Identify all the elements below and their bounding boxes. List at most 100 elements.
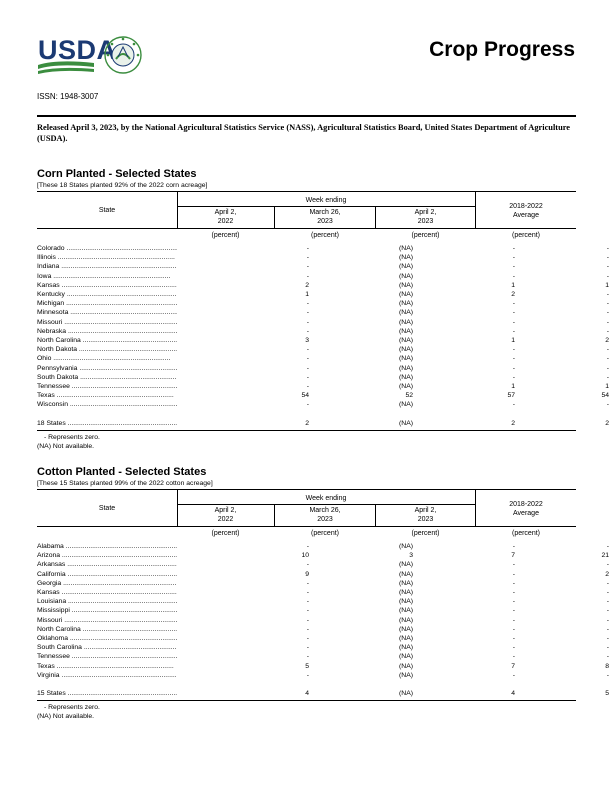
cotton-vline [375, 504, 376, 526]
corn-col-apr2-2023: April 2, [414, 209, 437, 216]
state-label: Alabama [37, 543, 64, 550]
state-label: Tennessee [37, 653, 70, 661]
cell-value: - [306, 607, 309, 615]
cotton-footnote-zero: - Represents zero. [44, 704, 100, 711]
state-label: Arizona [37, 552, 61, 560]
state-name: Oklahoma ...............................… [37, 634, 177, 643]
state-name: Arizona ................................… [37, 551, 177, 560]
leader-dots: ........................................… [65, 570, 177, 578]
cotton-unit: (percent) [411, 530, 440, 537]
cell-value: 1 [605, 383, 609, 390]
cell-value: 1 [605, 281, 609, 289]
state-label: Missouri [37, 318, 63, 326]
cell-value: (NA) [399, 625, 413, 633]
cell-value: - [306, 401, 309, 409]
state-label: Nebraska [37, 327, 67, 335]
cell-value: - [512, 309, 515, 317]
cell-value: 1 [305, 291, 309, 298]
cotton-col-apr2-2022: April 2, [214, 507, 237, 514]
cell-value: - [606, 373, 609, 381]
cell-value: - [606, 543, 609, 550]
cell-value: - [606, 579, 609, 587]
cotton-unit: (percent) [211, 530, 240, 537]
leader-dots: ........................................… [54, 662, 174, 670]
cell-value: (NA) [399, 579, 413, 587]
cotton-col-week-ending: Week ending [305, 495, 347, 502]
state-label: Tennessee [37, 383, 70, 390]
state-name: Pennsylvania ...........................… [37, 364, 177, 373]
state-label: North Dakota [37, 346, 78, 354]
cell-value: - [306, 644, 309, 652]
table-row: Minnesota ..............................… [37, 308, 609, 317]
leader-dots: ........................................… [63, 543, 177, 550]
corn-unit: (percent) [310, 232, 339, 239]
cell-value: 4 [305, 690, 309, 697]
cell-value: - [512, 607, 515, 615]
cell-value: 54 [301, 392, 309, 400]
cell-value: - [606, 561, 609, 569]
cell-value: - [306, 263, 309, 271]
cell-value: - [512, 616, 515, 624]
state-label: Arkansas [37, 561, 66, 569]
state-label: Illinois [37, 254, 56, 262]
cell-value: 2 [305, 420, 309, 427]
table-row: Illinois ...............................… [37, 253, 609, 262]
state-name: North Carolina .........................… [37, 625, 177, 634]
cell-value: - [306, 671, 309, 679]
leader-dots: ........................................… [67, 401, 177, 409]
cell-value: 54 [601, 392, 609, 400]
leader-dots: ........................................… [65, 561, 177, 569]
cell-value: - [606, 245, 609, 252]
leader-dots: ........................................… [66, 598, 177, 606]
cell-value: (NA) [399, 245, 413, 252]
cell-value: (NA) [399, 254, 413, 262]
corn-unit: (percent) [211, 232, 240, 239]
cell-value: 3 [409, 552, 413, 560]
corn-vline [177, 191, 178, 228]
cell-value: 3 [305, 337, 309, 344]
cell-value: (NA) [399, 690, 413, 697]
page-title: Crop Progress [429, 38, 575, 61]
cell-value: - [306, 598, 309, 606]
cotton-col-avg: 2018-2022 [509, 501, 543, 508]
table-row: Arkansas ...............................… [37, 560, 609, 569]
cell-value: - [606, 635, 609, 642]
state-name: Alabama ................................… [37, 542, 177, 551]
leader-dots: ........................................… [78, 346, 177, 354]
corn-footnote-zero: - Represents zero. [44, 434, 100, 441]
cotton-unit: (percent) [511, 530, 540, 537]
state-name: North Dakota ...........................… [37, 345, 177, 354]
state-label: Colorado [37, 245, 65, 252]
cell-value: - [306, 272, 309, 280]
cell-value: - [606, 401, 609, 409]
table-row: Pennsylvania ...........................… [37, 364, 609, 373]
table-row: Virginia ...............................… [37, 671, 609, 680]
cotton-table-bottom-rule [37, 700, 576, 701]
cell-value: 2 [305, 281, 309, 289]
state-name: Louisiana ..............................… [37, 597, 177, 606]
corn-col-apr2-2023: 2023 [417, 218, 434, 225]
table-row: Missouri ...............................… [37, 318, 609, 327]
leader-dots: ........................................… [59, 281, 177, 289]
cell-value: (NA) [399, 598, 413, 606]
table-row: Texas ..................................… [37, 662, 609, 671]
state-label: Texas [37, 662, 55, 670]
cell-value: (NA) [399, 364, 413, 372]
state-name: Minnesota ..............................… [37, 308, 177, 317]
cotton-col-apr2-2023: 2023 [417, 516, 434, 523]
state-name: Missouri ...............................… [37, 616, 177, 625]
state-name: Tennessee ..............................… [37, 382, 177, 391]
state-label: Louisiana [37, 598, 67, 606]
cotton-col-apr2-2023: April 2, [414, 507, 437, 514]
table-row: Iowa ...................................… [37, 272, 609, 281]
state-label: Iowa [37, 272, 52, 280]
leader-dots: ........................................… [66, 327, 177, 335]
table-row: South Carolina .........................… [37, 643, 609, 652]
cotton-table-note: [These 15 States planted 99% of the 2022… [37, 480, 213, 487]
cell-value: - [512, 653, 515, 661]
cotton-table-top-rule [37, 489, 576, 490]
state-label: Minnesota [37, 309, 69, 317]
leader-dots: ........................................… [64, 291, 177, 298]
cell-value: (NA) [399, 420, 413, 427]
state-name: South Carolina .........................… [37, 643, 177, 652]
